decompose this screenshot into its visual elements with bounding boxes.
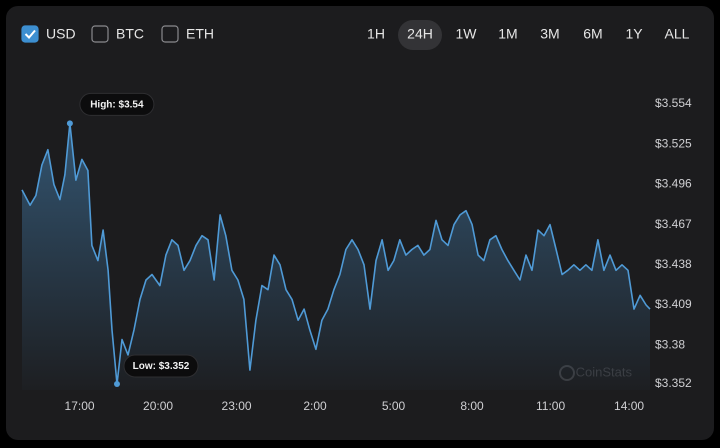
y-tick-label: $3.38	[655, 337, 685, 351]
range-label: 3M	[540, 26, 559, 42]
y-tick-label: $3.554	[655, 96, 692, 110]
price-line	[21, 122, 651, 385]
range-label: ALL	[665, 26, 690, 42]
range-label: 1W	[456, 26, 478, 42]
range-label: 6M	[583, 26, 602, 42]
price-area	[22, 123, 650, 391]
range-button[interactable]: 6M	[583, 26, 602, 42]
range-button[interactable]: 24H	[398, 20, 442, 50]
currency-toggle[interactable]: USD	[21, 25, 76, 43]
checkbox[interactable]	[161, 25, 179, 43]
annotation-label: High: $3.54	[90, 100, 144, 111]
extreme-point	[66, 120, 73, 127]
range-label: 24H	[407, 26, 433, 42]
y-tick-label: $3.438	[655, 257, 692, 271]
x-tick-label: 20:00	[143, 399, 173, 413]
y-tick-label: $3.352	[655, 376, 692, 390]
range-button[interactable]: 1Y	[625, 26, 643, 42]
annotation-bg	[123, 354, 199, 378]
x-tick-label: 23:00	[222, 399, 252, 413]
y-tick-label: $3.467	[655, 217, 692, 231]
range-label: 1M	[498, 26, 517, 42]
annotation-bg	[79, 92, 155, 116]
range-label: 1Y	[625, 26, 643, 42]
range-label: 1H	[367, 26, 385, 42]
x-tick-label: 14:00	[614, 399, 644, 413]
extreme-point	[113, 381, 120, 387]
x-tick-label: 8:00	[460, 399, 484, 413]
currency-label: ETH	[186, 26, 214, 42]
checkbox[interactable]	[21, 25, 39, 43]
currency-toggle[interactable]: BTC	[91, 25, 144, 43]
checkbox[interactable]	[91, 25, 109, 43]
currency-label: USD	[46, 26, 76, 42]
range-button[interactable]: 1W	[456, 26, 478, 42]
range-button[interactable]: ALL	[665, 26, 690, 42]
range-active-bg	[398, 20, 442, 50]
x-tick-label: 5:00	[382, 399, 406, 413]
currency-label: BTC	[116, 26, 144, 42]
x-tick-label: 11:00	[536, 399, 565, 413]
y-tick-label: $3.496	[655, 177, 692, 191]
currency-toggle[interactable]: ETH	[161, 25, 214, 43]
range-button[interactable]: 3M	[540, 26, 559, 42]
range-button[interactable]: 1M	[498, 26, 517, 42]
check-mark	[24, 29, 36, 39]
y-tick-label: $3.525	[655, 136, 692, 150]
y-tick-label: $3.409	[655, 297, 692, 311]
annotation-label: Low: $3.352	[133, 361, 190, 372]
range-button[interactable]: 1H	[367, 26, 385, 42]
x-tick-label: 2:00	[303, 399, 327, 413]
x-tick-label: 17:00	[65, 399, 95, 413]
